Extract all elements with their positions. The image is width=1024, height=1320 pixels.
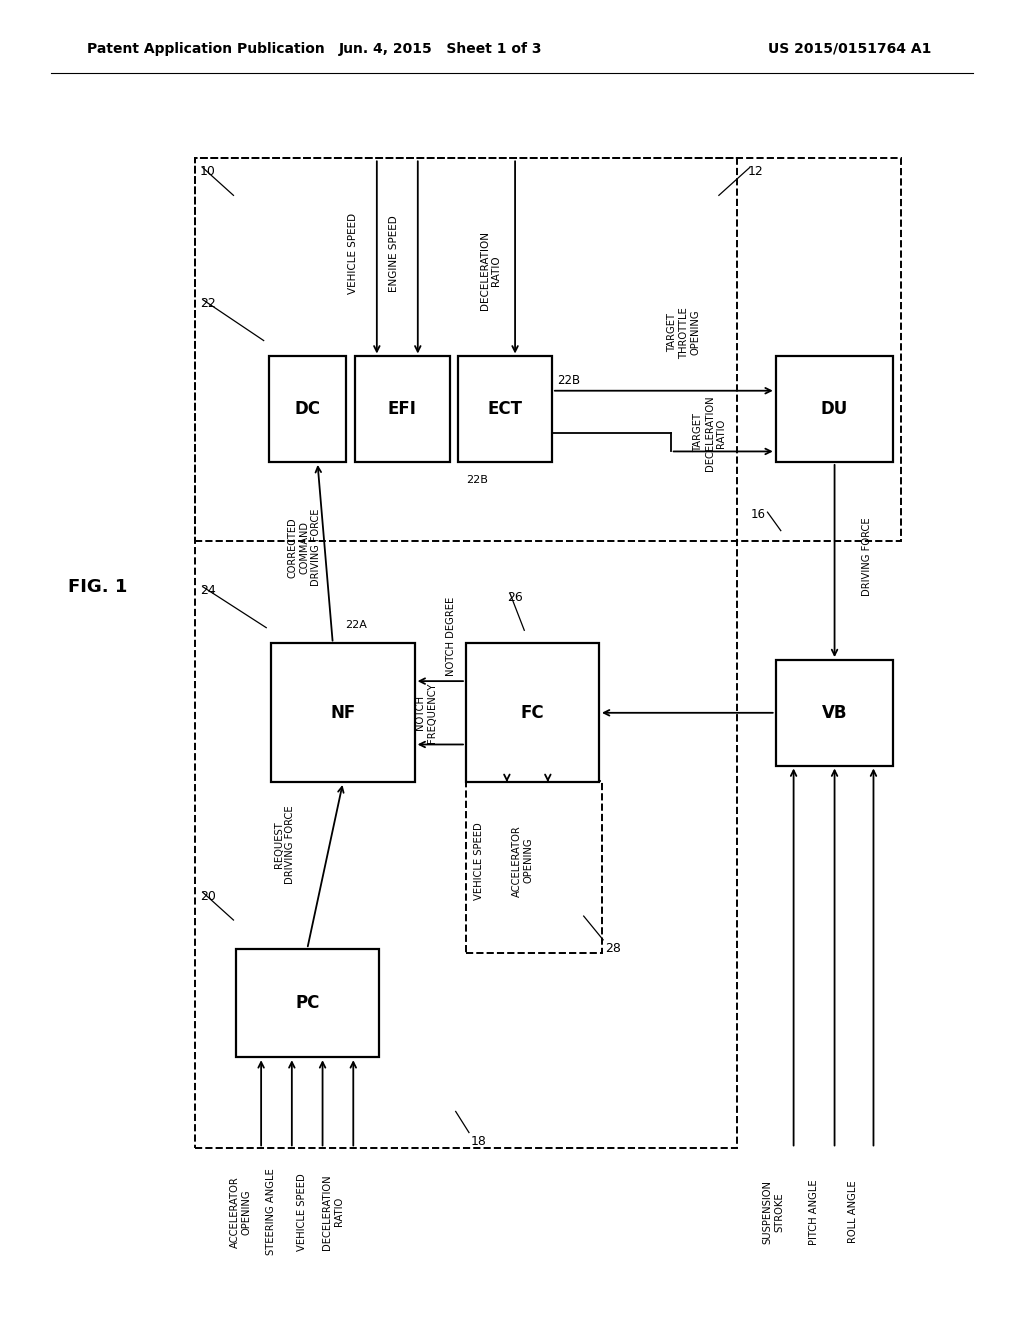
Text: 22: 22: [200, 297, 215, 310]
Text: US 2015/0151764 A1: US 2015/0151764 A1: [768, 42, 932, 55]
Text: NF: NF: [331, 704, 355, 722]
Text: DU: DU: [821, 400, 848, 418]
FancyBboxPatch shape: [776, 660, 893, 766]
Text: ENGINE SPEED: ENGINE SPEED: [389, 215, 399, 292]
Text: VEHICLE SPEED: VEHICLE SPEED: [348, 213, 358, 294]
Text: ACCELERATOR
OPENING: ACCELERATOR OPENING: [229, 1176, 252, 1247]
Text: Jun. 4, 2015   Sheet 1 of 3: Jun. 4, 2015 Sheet 1 of 3: [339, 42, 542, 55]
Text: DECELERATION
RATIO: DECELERATION RATIO: [479, 231, 502, 310]
Text: ECT: ECT: [487, 400, 522, 418]
Text: TARGET
THROTTLE
OPENING: TARGET THROTTLE OPENING: [668, 306, 700, 359]
Text: PC: PC: [295, 994, 319, 1012]
Text: VB: VB: [822, 704, 847, 722]
Text: TARGET
DECELERATION
RATIO: TARGET DECELERATION RATIO: [693, 395, 726, 471]
Text: VEHICLE SPEED: VEHICLE SPEED: [297, 1173, 307, 1250]
Text: PITCH ANGLE: PITCH ANGLE: [809, 1179, 819, 1245]
FancyBboxPatch shape: [236, 949, 379, 1057]
Text: 22A: 22A: [345, 620, 367, 630]
FancyBboxPatch shape: [776, 356, 893, 462]
Text: VEHICLE SPEED: VEHICLE SPEED: [474, 822, 484, 899]
Text: CORRECTED
COMMAND
DRIVING FORCE: CORRECTED COMMAND DRIVING FORCE: [288, 510, 321, 586]
Text: FC: FC: [520, 704, 545, 722]
Text: EFI: EFI: [388, 400, 417, 418]
Text: STEERING ANGLE: STEERING ANGLE: [266, 1168, 276, 1255]
FancyBboxPatch shape: [268, 356, 346, 462]
Text: 18: 18: [471, 1135, 487, 1148]
Text: NOTCH DEGREE: NOTCH DEGREE: [445, 597, 456, 676]
Text: REQUEST
DRIVING FORCE: REQUEST DRIVING FORCE: [273, 805, 296, 884]
Text: Patent Application Publication: Patent Application Publication: [87, 42, 325, 55]
FancyBboxPatch shape: [271, 643, 415, 781]
Text: FIG. 1: FIG. 1: [68, 578, 127, 597]
Text: ROLL ANGLE: ROLL ANGLE: [848, 1180, 858, 1243]
Text: 26: 26: [507, 590, 522, 603]
FancyBboxPatch shape: [466, 643, 599, 781]
Text: SUSPENSION
STROKE: SUSPENSION STROKE: [762, 1180, 784, 1243]
Text: 10: 10: [200, 165, 216, 178]
Text: 22B: 22B: [557, 374, 581, 387]
FancyBboxPatch shape: [458, 356, 552, 462]
Text: NOTCH
FREQUENCY: NOTCH FREQUENCY: [415, 682, 437, 743]
Text: 12: 12: [748, 165, 763, 178]
Text: ACCELERATOR
OPENING: ACCELERATOR OPENING: [511, 825, 534, 896]
Text: DRIVING FORCE: DRIVING FORCE: [862, 517, 872, 597]
FancyBboxPatch shape: [355, 356, 450, 462]
Text: 22B: 22B: [466, 475, 487, 486]
Text: 16: 16: [751, 508, 765, 521]
Text: DECELERATION
RATIO: DECELERATION RATIO: [322, 1173, 344, 1250]
Text: 24: 24: [200, 583, 215, 597]
Text: 20: 20: [200, 890, 216, 903]
Text: DC: DC: [294, 400, 321, 418]
Text: 28: 28: [605, 942, 622, 956]
